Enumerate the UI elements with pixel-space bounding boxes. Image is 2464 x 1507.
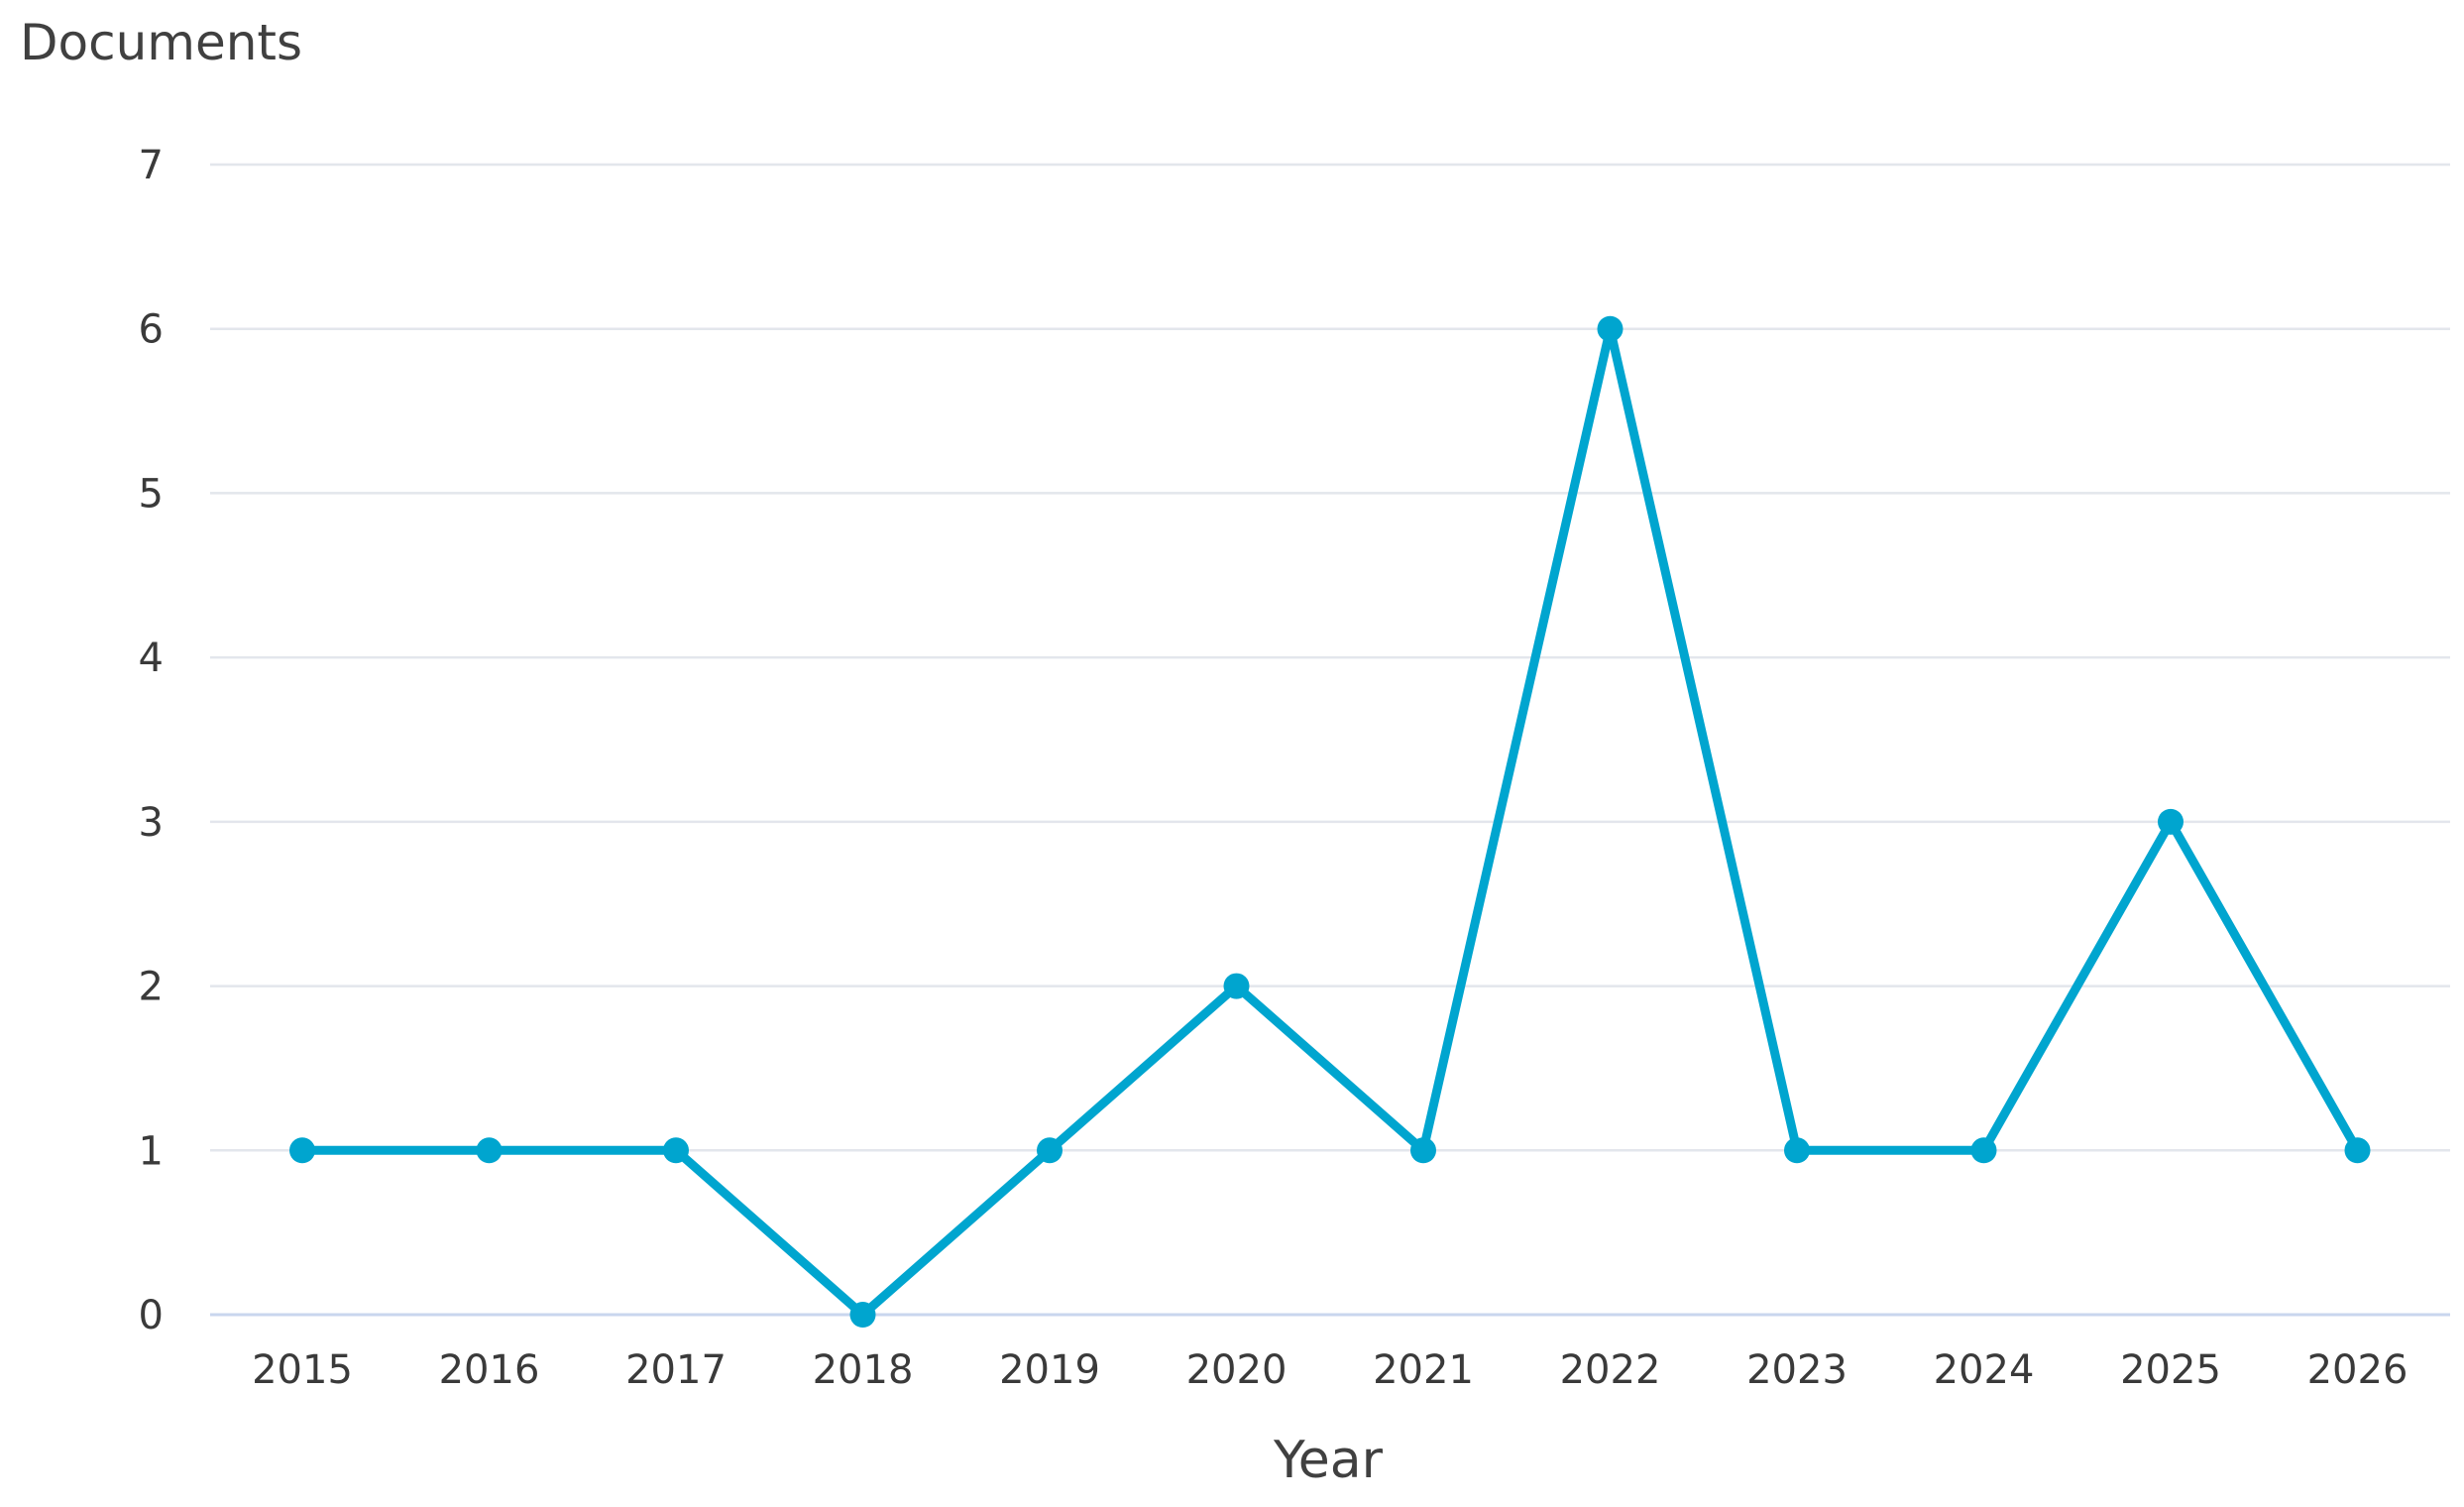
x-tick-label: 2023 bbox=[1746, 1347, 1848, 1393]
data-point bbox=[1597, 315, 1624, 342]
data-point bbox=[1784, 1137, 1810, 1164]
y-tick-label: 4 bbox=[139, 636, 164, 681]
x-tick-label: 2026 bbox=[2307, 1347, 2408, 1393]
data-point bbox=[663, 1137, 689, 1164]
y-tick-label: 0 bbox=[139, 1293, 164, 1338]
data-point bbox=[1223, 973, 1250, 999]
series-line bbox=[297, 327, 2362, 1321]
data-point bbox=[1410, 1137, 1436, 1164]
y-tick-label: 3 bbox=[139, 800, 164, 846]
x-tick-label: 2018 bbox=[813, 1347, 914, 1393]
data-point bbox=[476, 1137, 503, 1164]
y-axis-title: Documents bbox=[20, 14, 302, 71]
x-tick-label: 2017 bbox=[625, 1347, 727, 1393]
x-tick-label: 2020 bbox=[1186, 1347, 1288, 1393]
y-tick-labels: 0 1 2 3 4 5 6 7 bbox=[139, 143, 164, 1338]
data-point bbox=[2158, 808, 2184, 835]
x-tick-label: 2024 bbox=[1934, 1347, 2035, 1393]
series-polyline bbox=[297, 327, 2362, 1321]
data-points bbox=[289, 315, 2371, 1328]
data-point bbox=[289, 1137, 315, 1164]
y-tick-label: 2 bbox=[139, 965, 164, 1010]
x-tick-label: 2021 bbox=[1373, 1347, 1474, 1393]
x-axis-title: Year bbox=[1273, 1431, 1384, 1490]
data-point bbox=[1970, 1137, 1997, 1164]
x-tick-label: 2022 bbox=[1560, 1347, 1661, 1393]
data-point bbox=[2344, 1137, 2371, 1164]
x-tick-label: 2019 bbox=[999, 1347, 1100, 1393]
x-tick-labels: 2015 2016 2017 2018 2019 2020 2021 2022 2023 2024… bbox=[252, 1347, 2408, 1393]
y-tick-label: 6 bbox=[139, 307, 164, 353]
gridlines bbox=[210, 163, 2450, 1317]
data-point bbox=[849, 1302, 876, 1328]
data-point bbox=[1037, 1137, 1063, 1164]
x-tick-label: 2016 bbox=[439, 1347, 540, 1393]
y-tick-label: 1 bbox=[139, 1128, 164, 1174]
y-tick-label: 5 bbox=[139, 471, 164, 517]
y-tick-label: 7 bbox=[139, 143, 164, 188]
x-tick-label: 2015 bbox=[252, 1347, 353, 1393]
x-tick-label: 2025 bbox=[2120, 1347, 2221, 1393]
